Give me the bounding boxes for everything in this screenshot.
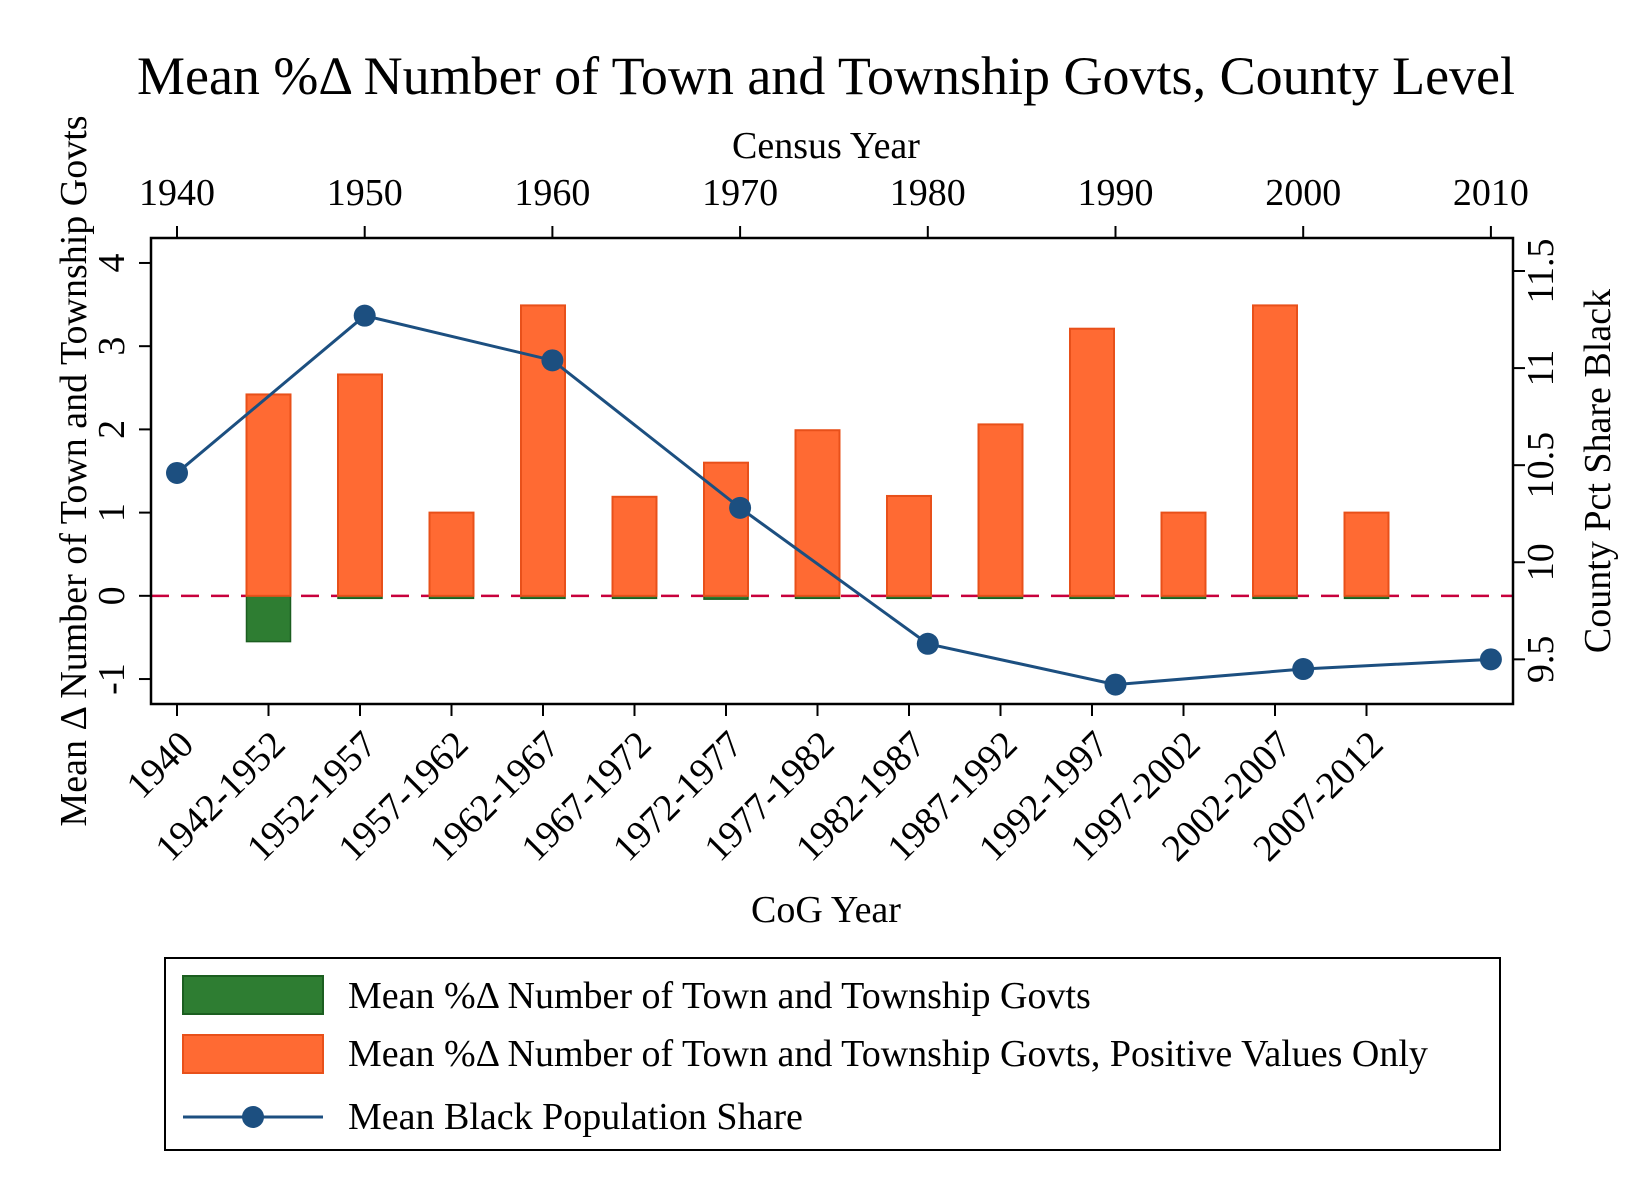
- bar-positive: [1160, 511, 1207, 597]
- legend-label-negative: Mean %Δ Number of Town and Township Govt…: [348, 975, 1091, 1017]
- legend-swatch-positive: [182, 1034, 324, 1074]
- black-share-point: [166, 461, 188, 484]
- y2-tick-label: 11: [1520, 350, 1562, 387]
- bar-positive: [1343, 511, 1390, 597]
- black-share-point: [1292, 658, 1315, 681]
- y-tick-label: 4: [91, 253, 133, 272]
- x2-tick-label: 1990: [1078, 172, 1154, 214]
- bar-positive: [428, 511, 475, 597]
- series-black-share-line: [166, 304, 1502, 696]
- y2-axis: 9.5 10 10.5 11 11.5: [1513, 238, 1562, 683]
- chart-title: Mean %Δ Number of Town and Township Govt…: [137, 46, 1515, 106]
- x2-tick-label: 1960: [514, 172, 590, 214]
- y-tick-label: -1: [91, 663, 133, 695]
- x2-axis: 1940 1950 1960 1970 1980 1990 2000 2010: [139, 172, 1529, 238]
- bar-positive: [520, 304, 566, 597]
- x2-tick-label: 2000: [1265, 172, 1341, 214]
- y-axis: -1 0 1 2 3 4: [91, 253, 151, 695]
- x2-tick-label: 1980: [890, 172, 966, 214]
- bar-positive: [245, 393, 292, 597]
- black-share-point: [541, 349, 564, 372]
- y-tick-label: 3: [91, 337, 133, 356]
- bar-positive: [1069, 327, 1115, 597]
- y2-tick-label: 11.5: [1520, 238, 1562, 303]
- y-axis-label: Mean Δ Number of Town and Township Govts: [53, 115, 95, 826]
- x2-tick-label: 1940: [139, 172, 215, 214]
- black-share-point: [729, 496, 752, 519]
- legend: Mean %Δ Number of Town and Township Govt…: [164, 957, 1501, 1151]
- black-share-point: [916, 632, 939, 655]
- legend-label-line: Mean Black Population Share: [348, 1096, 803, 1138]
- series-positive-bars: [245, 304, 1390, 597]
- y-tick-label: 2: [91, 420, 133, 439]
- bar-positive: [703, 461, 749, 597]
- legend-label-positive: Mean %Δ Number of Town and Township Govt…: [348, 1033, 1428, 1075]
- legend-marker-sample: [242, 1106, 264, 1128]
- bar-positive: [886, 494, 932, 597]
- x-axis-label: CoG Year: [751, 889, 901, 931]
- y2-tick-label: 9.5: [1520, 636, 1562, 684]
- x2-axis-label: Census Year: [732, 125, 920, 167]
- plot-frame: [149, 236, 1515, 706]
- legend-frame: [164, 957, 1501, 1151]
- bar-positive: [977, 423, 1024, 597]
- bar-negative: [245, 595, 292, 643]
- y2-axis-label: County Pct Share Black: [1577, 289, 1619, 653]
- bar-positive: [1252, 304, 1298, 597]
- y-tick-label: 1: [91, 503, 133, 522]
- black-share-point: [1104, 673, 1127, 696]
- x2-tick-label: 1950: [327, 172, 403, 214]
- y2-tick-label: 10.5: [1520, 432, 1562, 499]
- y2-tick-label: 10: [1520, 543, 1562, 581]
- y-tick-label: 0: [91, 586, 133, 605]
- black-share-line: [176, 314, 1491, 687]
- black-share-point: [1479, 648, 1502, 671]
- black-share-point: [353, 304, 376, 327]
- bar-positive: [611, 495, 658, 597]
- bar-positive: [794, 429, 841, 597]
- legend-swatch-negative: [182, 975, 324, 1015]
- x2-tick-label: 2010: [1453, 172, 1529, 214]
- bar-positive: [337, 373, 383, 597]
- series-negative-bars: [245, 595, 1390, 643]
- x2-tick-label: 1970: [702, 172, 778, 214]
